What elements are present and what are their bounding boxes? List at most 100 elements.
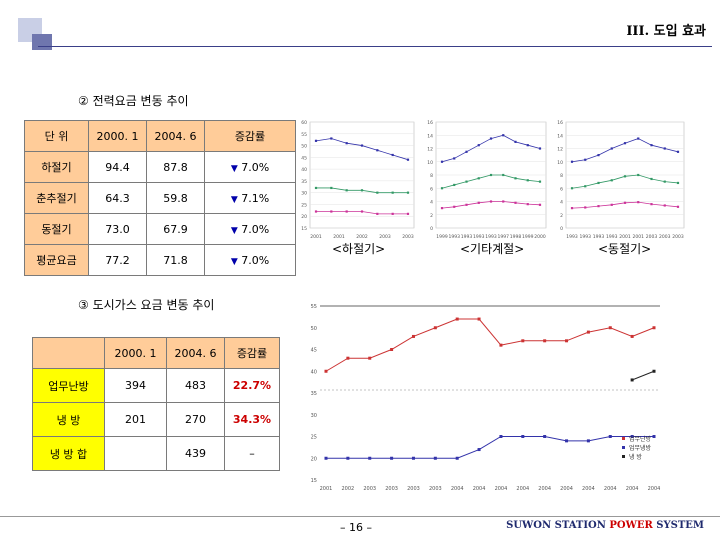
data-point — [637, 137, 640, 140]
x-tick-label: 1993 — [606, 234, 618, 240]
data-point — [502, 134, 505, 137]
data-point — [514, 140, 517, 143]
table-cell: 439 — [166, 436, 225, 471]
x-tick-label: 1993 — [461, 234, 473, 240]
data-point — [543, 339, 547, 343]
table-row: 하절기 94.4 87.8 ▼ 7.0% — [24, 151, 296, 183]
column-header: 증감률 — [204, 120, 296, 152]
data-point — [477, 144, 480, 147]
electricity-table: 단 위 2000. 1 2004. 6 증감률 하절기 94.4 87.8 ▼ … — [24, 120, 296, 276]
y-tick-label: 35 — [301, 179, 307, 185]
series-line — [326, 436, 654, 459]
data-point — [360, 144, 364, 147]
x-tick-label: 2003 — [646, 234, 658, 240]
data-point — [465, 203, 468, 206]
y-tick-label: 10 — [557, 160, 563, 166]
data-point — [608, 326, 612, 330]
y-tick-label: 14 — [557, 133, 563, 139]
footer-rule — [0, 516, 720, 517]
data-point — [345, 142, 348, 145]
y-tick-label: 40 — [301, 167, 307, 173]
data-point — [440, 160, 444, 163]
table-cell: ▼ 7.0% — [204, 244, 296, 276]
data-point — [489, 173, 493, 177]
table-cell: 64.3 — [88, 182, 147, 214]
data-point — [330, 186, 333, 190]
data-point — [477, 317, 481, 321]
data-point — [324, 456, 328, 460]
y-tick-label: 25 — [301, 202, 307, 208]
data-point — [390, 348, 394, 351]
x-tick-label: 2004 — [538, 486, 551, 492]
y-tick-label: 45 — [311, 348, 317, 354]
y-tick-label: 20 — [311, 456, 317, 462]
y-tick-label: 16 — [427, 120, 433, 126]
x-tick-label: 2004 — [451, 486, 464, 492]
data-point — [477, 448, 481, 452]
data-point — [406, 158, 410, 161]
table-row: 평균요금 77.2 71.8 ▼ 7.0% — [24, 244, 296, 276]
gas-table: 2000. 1 2004. 6 증감률 업무난방 394 483 22.7% 냉… — [32, 337, 280, 471]
brand-part: SUWON STATION — [506, 520, 610, 531]
table-row: 냉 방 합 439 – — [32, 436, 280, 471]
data-point — [521, 435, 525, 438]
x-tick-label: 2003 — [659, 234, 671, 240]
x-tick-label: 2002 — [341, 486, 354, 492]
data-point — [570, 160, 574, 163]
logo-square-dark — [32, 34, 52, 50]
table-row: 2000. 1 2004. 6 증감률 — [32, 337, 280, 369]
table-row: 냉 방 201 270 34.3% — [32, 402, 280, 437]
y-tick-label: 25 — [311, 435, 317, 441]
data-point — [368, 456, 372, 460]
data-point — [477, 201, 480, 204]
x-tick-label: 2001 — [333, 234, 345, 240]
data-point — [570, 187, 574, 190]
data-point — [314, 186, 318, 190]
table-cell: 270 — [166, 402, 225, 437]
data-point — [584, 185, 587, 188]
series-line — [631, 370, 655, 381]
table-cell: 394 — [104, 368, 167, 403]
data-point — [610, 203, 613, 206]
table-cell — [104, 436, 167, 471]
y-tick-label: 12 — [427, 147, 433, 153]
x-tick-label: 1999 — [522, 234, 534, 240]
table-cell: 94.4 — [88, 151, 147, 183]
brand-part: SYSTEM — [652, 520, 704, 531]
data-point — [663, 180, 666, 183]
change-value: 22.7% — [224, 368, 280, 403]
down-triangle-icon: ▼ — [230, 163, 238, 174]
data-point — [526, 179, 529, 182]
data-point — [565, 439, 569, 443]
table-row: 춘추절기 64.3 59.8 ▼ 7.1% — [24, 182, 296, 214]
column-header — [32, 337, 105, 369]
y-tick-label: 50 — [311, 326, 317, 332]
x-tick-label: 2002 — [356, 234, 368, 240]
x-tick-label: 1997 — [498, 234, 510, 240]
data-point — [623, 142, 627, 145]
x-tick-label: 2001 — [619, 234, 631, 240]
data-point — [538, 147, 542, 150]
data-point — [597, 205, 600, 208]
row-label: 냉 방 합 — [32, 436, 105, 471]
change-value: 7.1% — [241, 191, 270, 205]
legend-label: 냉 방 — [629, 453, 642, 461]
table-cell: 67.9 — [146, 213, 205, 245]
y-tick-label: 55 — [311, 304, 317, 310]
page-title: III. 도입 효과 — [626, 24, 706, 39]
change-value: 7.0% — [241, 222, 270, 236]
data-point — [586, 330, 590, 334]
change-value: 7.0% — [241, 253, 270, 267]
x-tick-label: 2003 — [429, 486, 442, 492]
data-point — [489, 200, 493, 203]
data-point — [570, 207, 574, 210]
data-point — [630, 334, 634, 338]
data-point — [345, 189, 348, 192]
data-point — [637, 201, 640, 204]
down-triangle-icon: ▼ — [230, 225, 238, 236]
data-point — [411, 334, 415, 338]
x-tick-label: 2004 — [626, 486, 639, 492]
column-header: 2004. 6 — [146, 120, 205, 152]
y-tick-label: 30 — [301, 191, 307, 197]
data-point — [521, 339, 525, 343]
